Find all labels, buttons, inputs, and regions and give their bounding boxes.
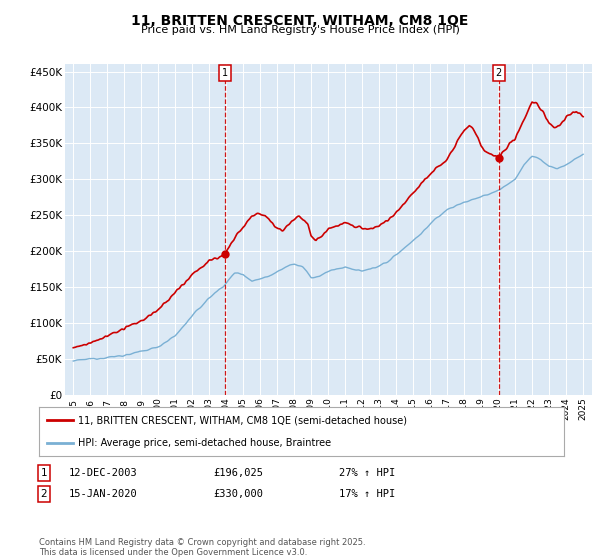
Text: 15-JAN-2020: 15-JAN-2020 bbox=[69, 489, 138, 499]
Text: Contains HM Land Registry data © Crown copyright and database right 2025.
This d: Contains HM Land Registry data © Crown c… bbox=[39, 538, 365, 557]
Text: 1: 1 bbox=[223, 68, 229, 78]
Text: 12-DEC-2003: 12-DEC-2003 bbox=[69, 468, 138, 478]
Text: 11, BRITTEN CRESCENT, WITHAM, CM8 1QE: 11, BRITTEN CRESCENT, WITHAM, CM8 1QE bbox=[131, 14, 469, 28]
Text: £330,000: £330,000 bbox=[213, 489, 263, 499]
Text: 27% ↑ HPI: 27% ↑ HPI bbox=[339, 468, 395, 478]
Text: 1: 1 bbox=[40, 468, 47, 478]
Text: 17% ↑ HPI: 17% ↑ HPI bbox=[339, 489, 395, 499]
Text: 2: 2 bbox=[40, 489, 47, 499]
Text: HPI: Average price, semi-detached house, Braintree: HPI: Average price, semi-detached house,… bbox=[79, 438, 331, 448]
Text: 11, BRITTEN CRESCENT, WITHAM, CM8 1QE (semi-detached house): 11, BRITTEN CRESCENT, WITHAM, CM8 1QE (s… bbox=[79, 416, 407, 426]
Text: 2: 2 bbox=[496, 68, 502, 78]
Text: Price paid vs. HM Land Registry's House Price Index (HPI): Price paid vs. HM Land Registry's House … bbox=[140, 25, 460, 35]
Text: £196,025: £196,025 bbox=[213, 468, 263, 478]
